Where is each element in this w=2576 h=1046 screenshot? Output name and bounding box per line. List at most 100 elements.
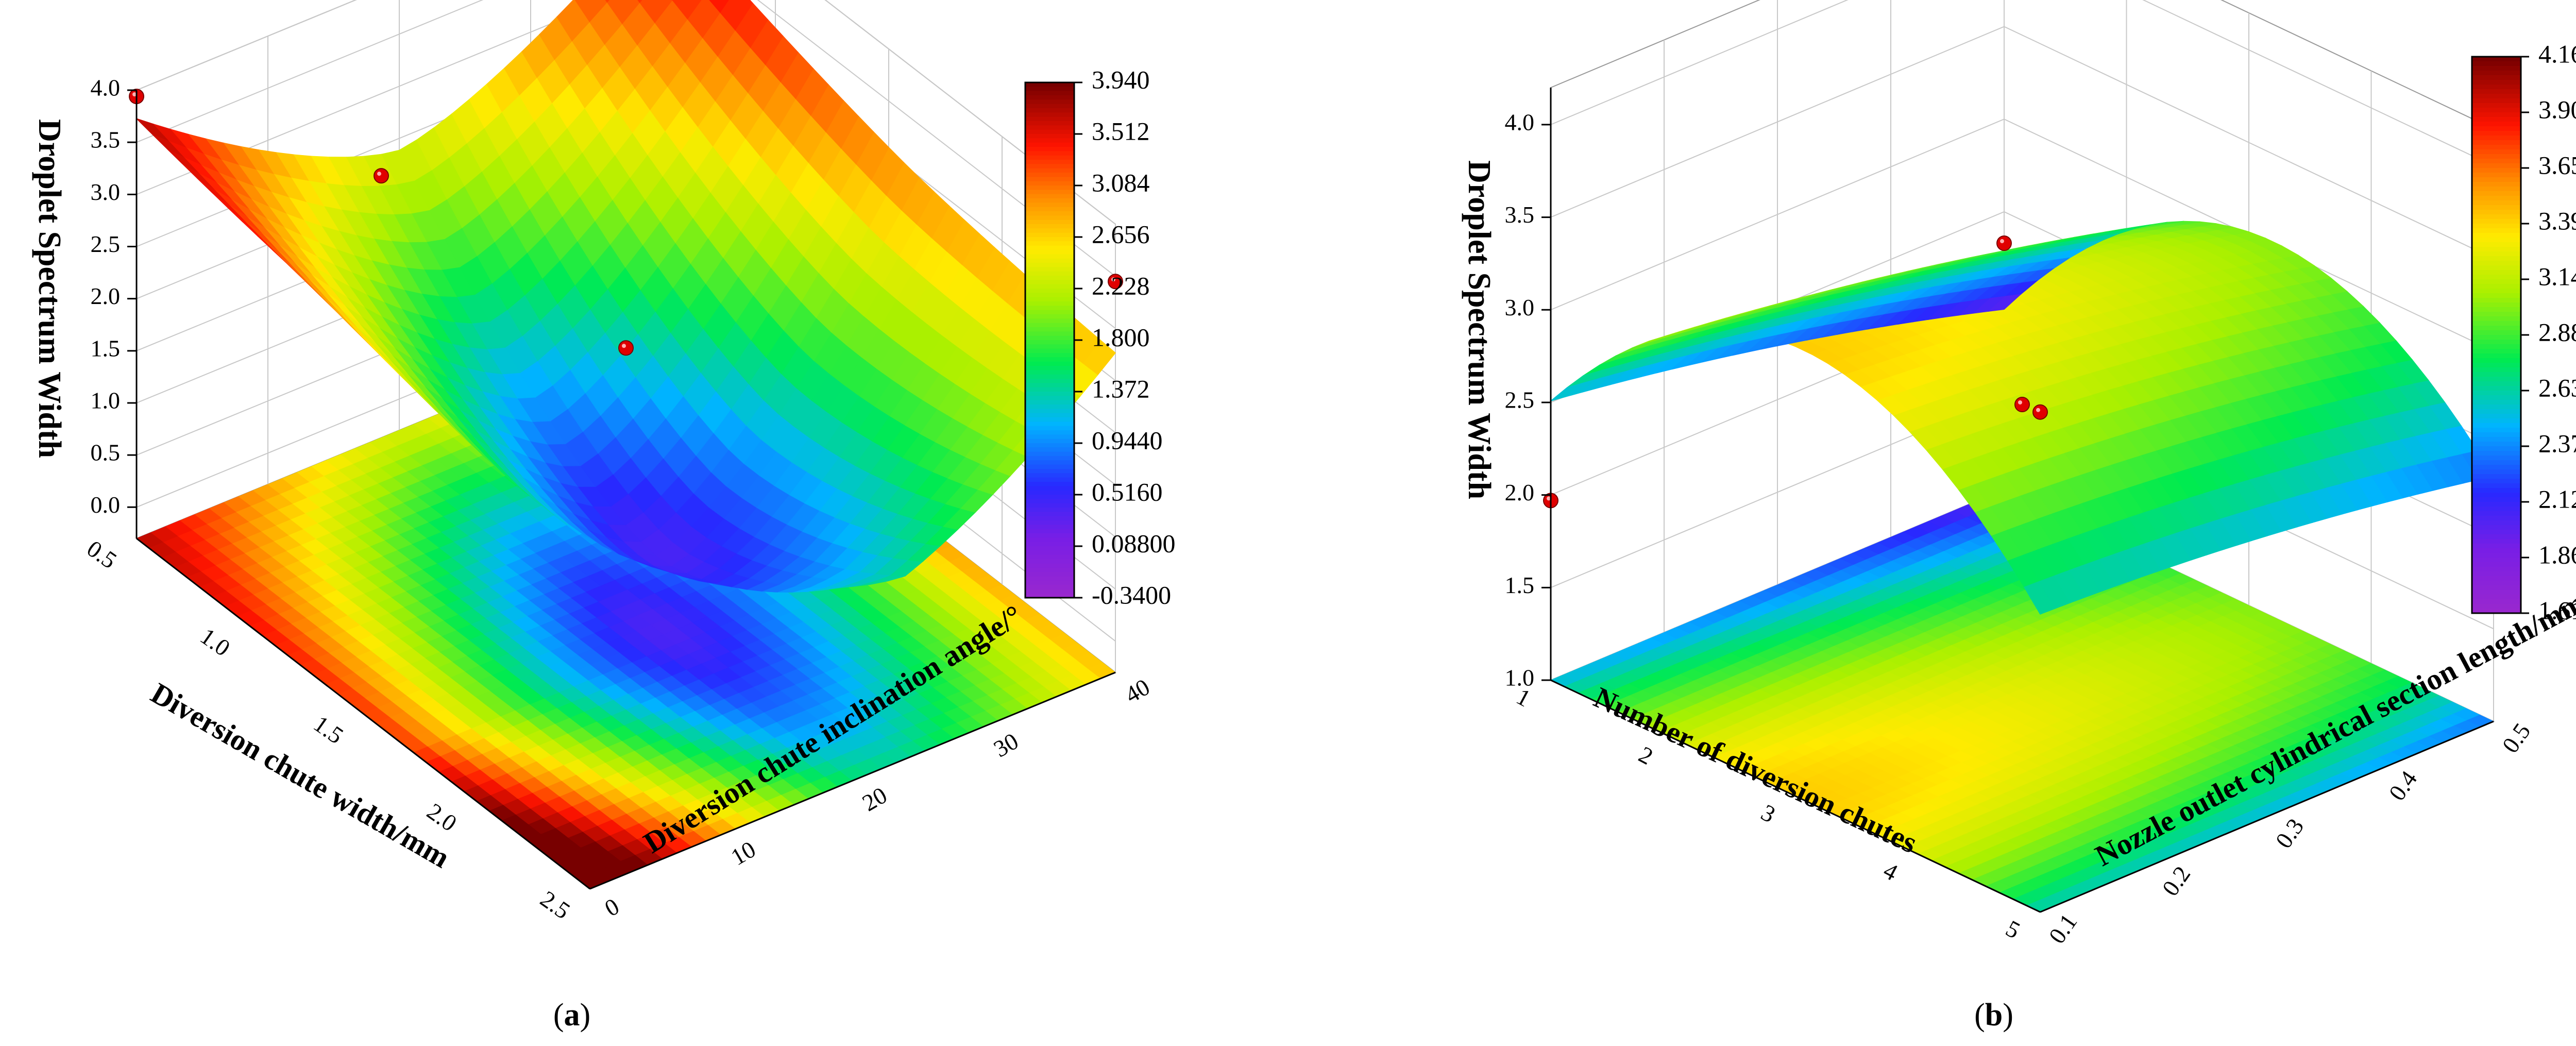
a-colorbar-band <box>1025 443 1074 448</box>
a-colorbar-band <box>1025 567 1074 572</box>
b-colorbar-band <box>2472 284 2521 289</box>
b-floor-contour <box>1550 489 2495 913</box>
b-colorbar-band <box>2472 479 2521 484</box>
b-colorbar-band <box>2472 316 2521 322</box>
b-colorbar-band <box>2472 173 2521 178</box>
b-colorbar-band <box>2472 483 2521 488</box>
a-colorbar-band <box>1025 129 1074 134</box>
b-colorbar-band <box>2472 571 2521 577</box>
a-colorbar-band <box>1025 559 1074 564</box>
a-design-points <box>129 89 1123 356</box>
caption-a: (a) <box>553 998 591 1033</box>
a-colorbar-band <box>1025 237 1074 242</box>
a-colorbar-band <box>1025 134 1074 139</box>
b-colorbar-band <box>2472 497 2521 502</box>
b-colorbar-band <box>2472 451 2521 456</box>
b-colorbar-band <box>2472 149 2521 155</box>
a-colorbar-band <box>1025 469 1074 474</box>
a-colorbar-band <box>1025 495 1074 500</box>
a-colorbar-band <box>1025 344 1074 349</box>
a-colorbar-band <box>1025 353 1074 358</box>
b-colorbar-band <box>2472 465 2521 470</box>
b-z-tick-label-6: 4.0 <box>1505 109 1535 135</box>
b-colorbar-band <box>2472 493 2521 498</box>
a-colorbar-band <box>1025 361 1074 366</box>
a-colorbar-band <box>1025 482 1074 487</box>
b-x-tick-label-3: 4 <box>1879 857 1902 886</box>
a-y-axis-line <box>589 671 1116 890</box>
a-colorbar-band <box>1025 164 1074 169</box>
a-x-tick-label-2: 1.5 <box>309 711 348 749</box>
b-surface <box>1550 221 2495 615</box>
b-colorbar-band <box>2472 353 2521 359</box>
b-colorbar-band <box>2472 507 2521 512</box>
a-colorbar-band <box>1025 91 1074 96</box>
a-z-tick-label-7: 3.5 <box>91 127 121 153</box>
b-colorbar-label-10: 1.610 <box>2538 596 2576 625</box>
b-colorbar-label-7: 2.375 <box>2538 429 2576 458</box>
b-colorbar-band <box>2472 460 2521 465</box>
a-colorbar-band <box>1025 177 1074 182</box>
a-colorbar-band <box>1025 417 1074 423</box>
a-colorbar-band <box>1025 379 1074 384</box>
a-colorbar-band <box>1025 580 1074 585</box>
a-z-tick-label-4: 2.0 <box>91 283 121 309</box>
a-colorbar-band <box>1025 383 1074 388</box>
b-colorbar-band <box>2472 386 2521 391</box>
b-colorbar: 4.1603.9053.6503.3953.1402.8852.6302.375… <box>2471 39 2576 625</box>
b-y-tick-label-1: 0.2 <box>2157 861 2196 900</box>
b-colorbar-band <box>2472 349 2521 354</box>
a-colorbar-band <box>1025 198 1074 204</box>
a-colorbar-band <box>1025 99 1074 105</box>
b-colorbar-band <box>2472 98 2521 104</box>
a-colorbar-band <box>1025 490 1074 495</box>
a-x-axis-line <box>136 537 590 890</box>
a-colorbar: 3.9403.5123.0842.6562.2281.8001.3720.944… <box>1024 65 1176 609</box>
a-colorbar-band <box>1025 215 1074 221</box>
a-colorbar-band <box>1025 477 1074 482</box>
a-z-tick-label-0: 0.0 <box>91 492 121 518</box>
b-colorbar-band <box>2472 122 2521 127</box>
b-colorbar-band <box>2472 293 2521 298</box>
b-colorbar-band <box>2472 326 2521 331</box>
b-design-point-3 <box>2014 397 2030 412</box>
b-colorbar-band <box>2472 85 2521 90</box>
b-colorbar-band <box>2472 205 2521 210</box>
a-z-tick-label-1: 0.5 <box>91 440 121 466</box>
b-z-tick-label-3: 2.5 <box>1505 387 1535 413</box>
b-y-tick-label-0: 0.1 <box>2044 909 2082 948</box>
a-colorbar-band <box>1025 276 1074 281</box>
a-colorbar-band <box>1025 533 1074 538</box>
b-colorbar-band <box>2472 604 2521 609</box>
a-colorbar-label-4: 2.228 <box>1092 271 1150 300</box>
b-colorbar-band <box>2472 66 2521 71</box>
b-colorbar-band <box>2472 344 2521 349</box>
a-colorbar-band <box>1025 396 1074 401</box>
b-colorbar-band <box>2472 196 2521 201</box>
a-surface-cell <box>639 0 673 24</box>
b-colorbar-band <box>2472 599 2521 604</box>
a-colorbar-band <box>1025 387 1074 392</box>
b-colorbar-band <box>2472 302 2521 308</box>
a-z-tick-label-8: 4.0 <box>91 75 121 101</box>
a-colorbar-band <box>1025 327 1074 332</box>
a-colorbar-band <box>1025 173 1074 178</box>
a-colorbar-label-5: 1.800 <box>1092 323 1150 351</box>
b-colorbar-band <box>2472 534 2521 539</box>
a-colorbar-band <box>1025 585 1074 590</box>
a-colorbar-band <box>1025 426 1074 431</box>
b-colorbar-band <box>2472 200 2521 206</box>
b-y-axis-line <box>2040 720 2494 913</box>
a-design-point-highlight-2 <box>1111 277 1115 282</box>
b-colorbar-band <box>2472 214 2521 220</box>
a-colorbar-band <box>1025 546 1074 551</box>
b-colorbar-band <box>2472 590 2521 595</box>
b-colorbar-band <box>2472 340 2521 345</box>
b-colorbar-band <box>2472 256 2521 261</box>
a-colorbar-band <box>1025 370 1074 375</box>
b-colorbar-band <box>2472 377 2521 382</box>
a-colorbar-band <box>1025 151 1074 156</box>
a-design-point-highlight-0 <box>132 92 137 97</box>
a-colorbar-band <box>1025 310 1074 315</box>
a-design-point-highlight-4 <box>377 172 381 176</box>
